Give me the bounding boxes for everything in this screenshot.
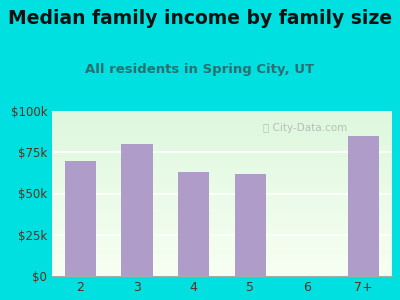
Bar	[122, 144, 152, 276]
Bar	[235, 174, 266, 276]
Bar	[178, 172, 209, 276]
Text: All residents in Spring City, UT: All residents in Spring City, UT	[86, 63, 314, 76]
Bar	[65, 160, 96, 276]
Text: Median family income by family size: Median family income by family size	[8, 9, 392, 28]
Bar	[348, 136, 379, 276]
Text: Ⓜ City-Data.com: Ⓜ City-Data.com	[263, 122, 347, 133]
